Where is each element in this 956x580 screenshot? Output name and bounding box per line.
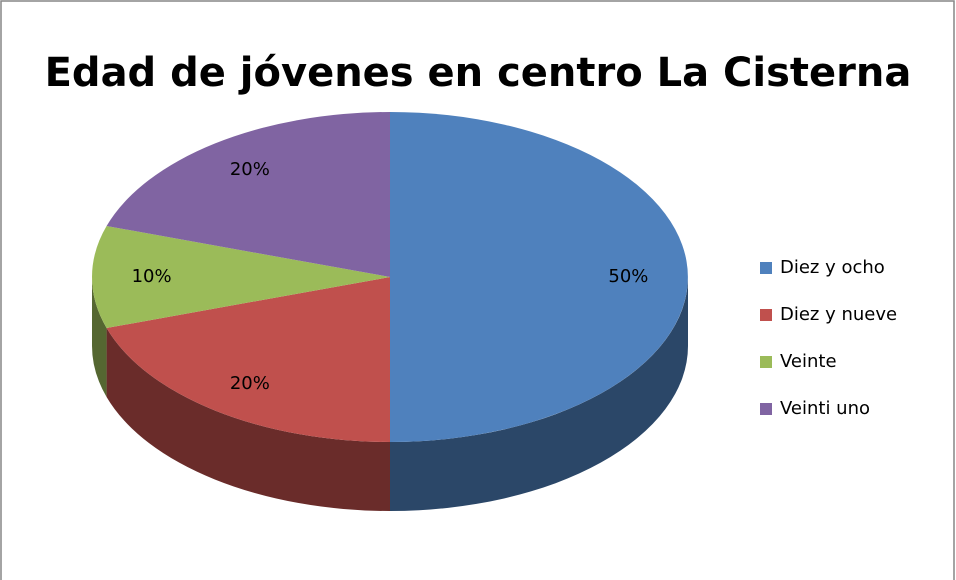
pie-slice	[106, 277, 391, 442]
legend-swatch	[760, 356, 772, 368]
legend-label: Veinti uno	[780, 398, 870, 419]
chart-title: Edad de jóvenes en centro La Cisterna	[45, 50, 912, 96]
legend-label: Diez y nueve	[780, 304, 897, 325]
data-label: 10%	[132, 266, 172, 287]
data-label: 20%	[230, 159, 270, 180]
legend-label: Diez y ocho	[780, 257, 885, 278]
legend-swatch	[760, 309, 772, 321]
data-label: 50%	[608, 266, 648, 287]
pie-side	[390, 277, 688, 511]
pie-side	[106, 327, 391, 511]
legend-label: Veinte	[780, 351, 837, 372]
data-label: 20%	[230, 373, 270, 394]
pie-side	[92, 277, 107, 397]
pie-slice	[92, 226, 391, 328]
legend-swatch	[760, 403, 772, 415]
legend-swatch	[760, 262, 772, 274]
pie-slice	[106, 112, 391, 277]
pie-slice	[390, 112, 688, 442]
